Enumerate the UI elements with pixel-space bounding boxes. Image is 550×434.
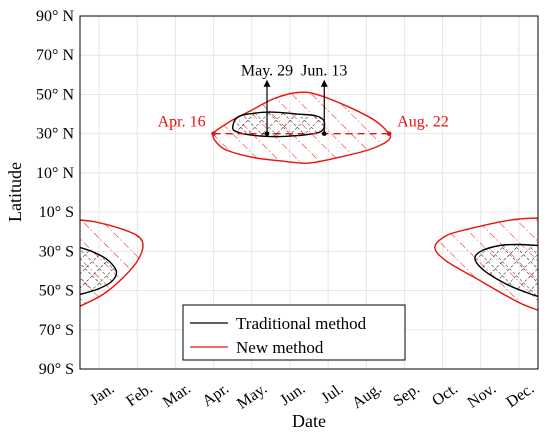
plot-frame	[79, 15, 539, 370]
y-tick-label: 90° S	[39, 361, 74, 378]
x-tick-label: Feb.	[123, 380, 156, 410]
y-tick-label: 30° N	[36, 126, 74, 143]
region-outline-new-0	[212, 91, 392, 164]
legend-box	[182, 304, 406, 361]
annotation-label: Aug. 22	[397, 114, 449, 131]
region-outline-new-1	[80, 219, 144, 307]
x-tick-label: Apr.	[199, 380, 232, 410]
x-tick-label: Sep.	[390, 380, 423, 410]
legend-label-traditional: Traditional method	[236, 314, 367, 333]
region-crosshatch-traditional-0	[232, 112, 325, 137]
y-tick-label: 70° N	[36, 47, 74, 64]
y-tick-label: 30° S	[39, 243, 74, 260]
y-axis-label: Latitude	[5, 162, 25, 222]
annotation-marker	[386, 131, 392, 136]
region-outline-new-2	[434, 217, 538, 311]
x-tick-label: Jan.	[87, 380, 117, 408]
x-tick-label: May.	[234, 380, 270, 412]
y-tick-label: 50° S	[39, 283, 74, 300]
x-tick-label: Oct.	[429, 380, 461, 409]
legend-label-new: New method	[236, 338, 324, 357]
regions	[80, 91, 538, 311]
x-tick-label: Nov.	[465, 380, 500, 411]
x-tick-label: Jun.	[277, 380, 308, 409]
y-tick-label: 90° N	[36, 8, 74, 25]
annotation-label: May. 29	[241, 63, 293, 80]
region-crosshatch-traditional-1	[80, 247, 117, 295]
x-tick-label: Mar.	[160, 380, 194, 411]
x-tick-label: Dec.	[503, 380, 537, 411]
annotations: Apr. 16 Aug. 22 May. 29 Jun. 13	[158, 63, 449, 136]
annotation-marker	[211, 131, 216, 136]
legend: Traditional method New method	[182, 304, 406, 361]
region-crosshatch-traditional-2	[474, 244, 538, 297]
y-tick-label: 70° S	[39, 322, 74, 339]
y-tick-label: 10° S	[39, 204, 74, 221]
annotation-label: Apr. 16	[158, 114, 206, 131]
y-tick-label: 50° N	[36, 86, 74, 103]
x-tick-label: Jul.	[318, 380, 346, 407]
annotation-label: Jun. 13	[301, 63, 347, 80]
annotation-arrowhead	[263, 79, 271, 87]
x-tick-label: Aug.	[349, 380, 385, 412]
annotation-arrowhead	[320, 79, 328, 87]
x-axis-label: Date	[292, 411, 326, 431]
y-tick-label: 10° N	[36, 165, 74, 182]
